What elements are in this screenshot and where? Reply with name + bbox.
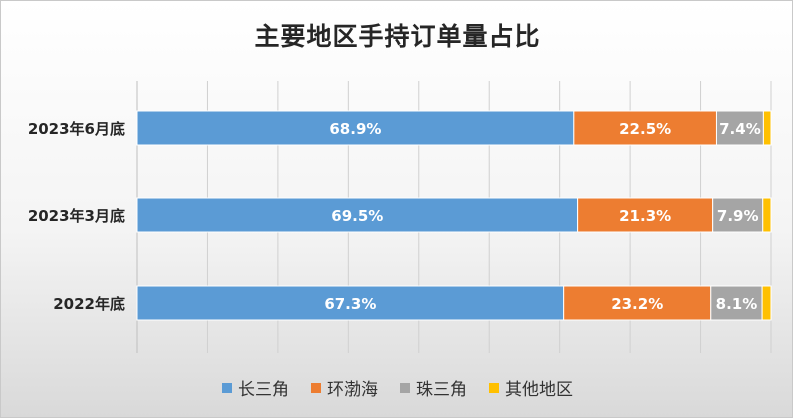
legend-item: 珠三角 — [400, 375, 467, 400]
chart-legend: 长三角 环渤海 珠三角 其他地区 — [1, 375, 793, 400]
data-label: 7.9% — [717, 207, 759, 225]
bar-segment — [761, 285, 772, 321]
bar-segment — [762, 197, 772, 233]
data-label: 8.1% — [716, 295, 758, 313]
legend-swatch — [489, 382, 499, 393]
legend-label: 环渤海 — [327, 380, 378, 400]
data-label: 68.9% — [329, 120, 381, 138]
legend-swatch — [400, 382, 410, 393]
category-label: 2023年3月底 — [28, 207, 125, 225]
category-label: 2023年6月底 — [28, 120, 125, 138]
data-label: 23.2% — [611, 295, 663, 313]
chart-title: 主要地区手持订单量占比 — [254, 22, 541, 51]
legend-label: 其他地区 — [505, 380, 573, 400]
bar-segment — [563, 285, 712, 321]
legend-swatch — [311, 382, 321, 393]
data-label: 7.4% — [719, 120, 761, 138]
data-label: 67.3% — [324, 295, 376, 313]
legend-item: 长三角 — [222, 375, 289, 400]
bar-segment — [136, 285, 565, 321]
legend-item: 环渤海 — [311, 375, 378, 400]
data-label: 22.5% — [619, 120, 671, 138]
bar-segment — [712, 197, 764, 233]
legend-swatch — [222, 382, 232, 393]
data-label: 69.5% — [331, 207, 383, 225]
legend-item: 其他地区 — [489, 375, 573, 400]
legend-label: 珠三角 — [416, 380, 467, 400]
data-label: 21.3% — [619, 207, 671, 225]
bar-segment — [762, 110, 772, 146]
category-label: 2022年底 — [53, 295, 125, 313]
legend-label: 长三角 — [238, 380, 289, 400]
